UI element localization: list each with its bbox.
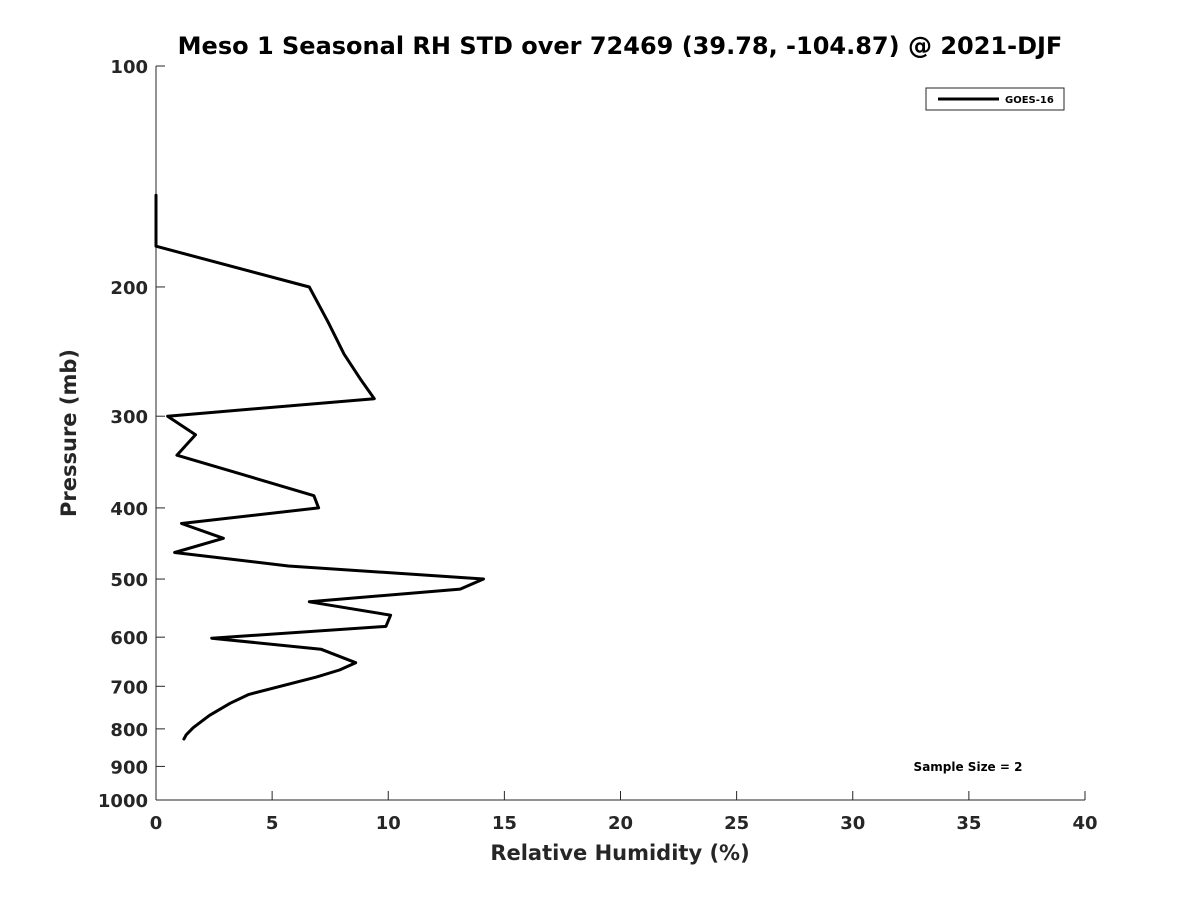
series-line-goes-16 — [154, 193, 485, 741]
y-tick-label: 300 — [110, 407, 148, 428]
sample-size-annotation: Sample Size = 2 — [914, 760, 1023, 774]
x-tick-label: 25 — [724, 813, 749, 834]
y-tick-label: 900 — [110, 757, 148, 778]
y-axis-label: Pressure (mb) — [57, 349, 81, 517]
y-tick-label: 400 — [110, 499, 148, 520]
y-tick-label: 200 — [110, 278, 148, 299]
y-tick-label: 600 — [110, 628, 148, 649]
x-tick-label: 20 — [608, 813, 633, 834]
y-tick-label: 1000 — [98, 791, 148, 812]
x-tick-label: 15 — [492, 813, 517, 834]
y-tick-label: 800 — [110, 720, 148, 741]
legend-label: GOES-16 — [1005, 95, 1054, 106]
x-axis-label: Relative Humidity (%) — [490, 841, 749, 865]
ticks: 0 5 10 15 20 25 30 35 40 100 200 300 400 500 600 700 800… — [98, 57, 1098, 834]
x-tick-label: 10 — [376, 813, 401, 834]
x-tick-label: 35 — [956, 813, 981, 834]
x-tick-label: 40 — [1072, 813, 1097, 834]
series-layer — [154, 193, 485, 741]
x-tick-label: 5 — [266, 813, 279, 834]
y-tick-label: 700 — [110, 677, 148, 698]
chart-title: Meso 1 Seasonal RH STD over 72469 (39.78… — [178, 32, 1063, 60]
x-tick-label: 0 — [150, 813, 163, 834]
axes — [155, 66, 1085, 801]
y-tick-label: 500 — [110, 570, 148, 591]
legend: GOES-16 — [925, 87, 1065, 111]
x-tick-label: 30 — [840, 813, 865, 834]
y-tick-label: 100 — [110, 57, 148, 78]
